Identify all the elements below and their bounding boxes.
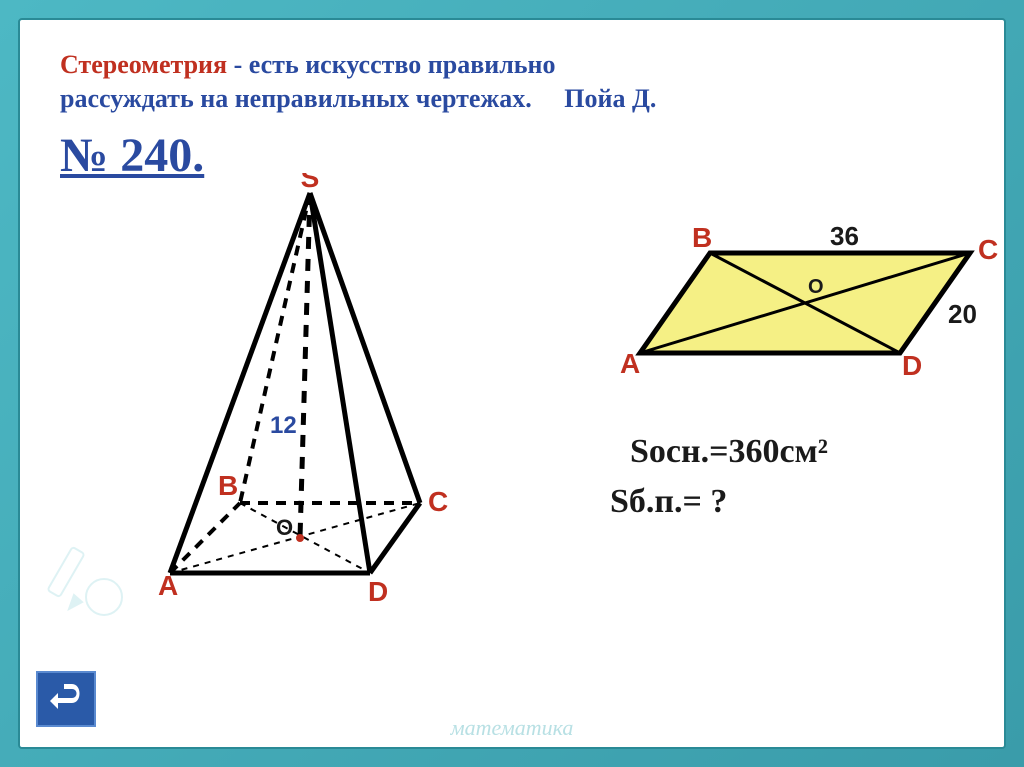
height-value: 12 (270, 412, 297, 439)
p-label-C: C (978, 234, 998, 265)
label-C: C (428, 486, 448, 517)
side-cd-value: 20 (948, 299, 977, 329)
quote-dash: - (227, 50, 249, 79)
quote-rest-1: есть искусство правильно (249, 50, 556, 79)
u-turn-arrow-icon (46, 681, 86, 717)
quote-rest-2: рассуждать на неправильных чертежах. (60, 84, 532, 113)
footer-label: математика (0, 715, 1024, 741)
formula-area-base: Sосн.=360см² (630, 433, 828, 471)
pyramid-diagram: S A B C D O 12 (110, 173, 530, 633)
side-bc-value: 36 (830, 223, 859, 251)
content-area: S A B C D O 12 A B C D O 36 20 Sосн.=360… (60, 183, 964, 703)
parallelogram-diagram: A B C D O 36 20 (600, 223, 1020, 403)
label-D: D (368, 576, 388, 607)
p-label-O: O (808, 276, 824, 298)
quote-author: Пойа Д. (564, 84, 656, 113)
p-label-A: A (620, 348, 640, 379)
label-B: B (218, 470, 238, 501)
slide-frame: Стереометрия - есть искусство правильно … (18, 18, 1006, 749)
label-O: O (276, 515, 293, 540)
label-S: S (301, 173, 320, 193)
quote-word-stereometry: Стереометрия (60, 50, 227, 79)
quote-line-2: рассуждать на неправильных чертежах. Пой… (60, 82, 964, 116)
formula-area-lateral: Sб.п.= ? (610, 483, 727, 521)
p-label-B: B (692, 223, 712, 253)
pencil-icon (44, 537, 134, 627)
p-label-D: D (902, 350, 922, 381)
quote-line-1: Стереометрия - есть искусство правильно (60, 48, 964, 82)
label-A: A (158, 570, 178, 601)
